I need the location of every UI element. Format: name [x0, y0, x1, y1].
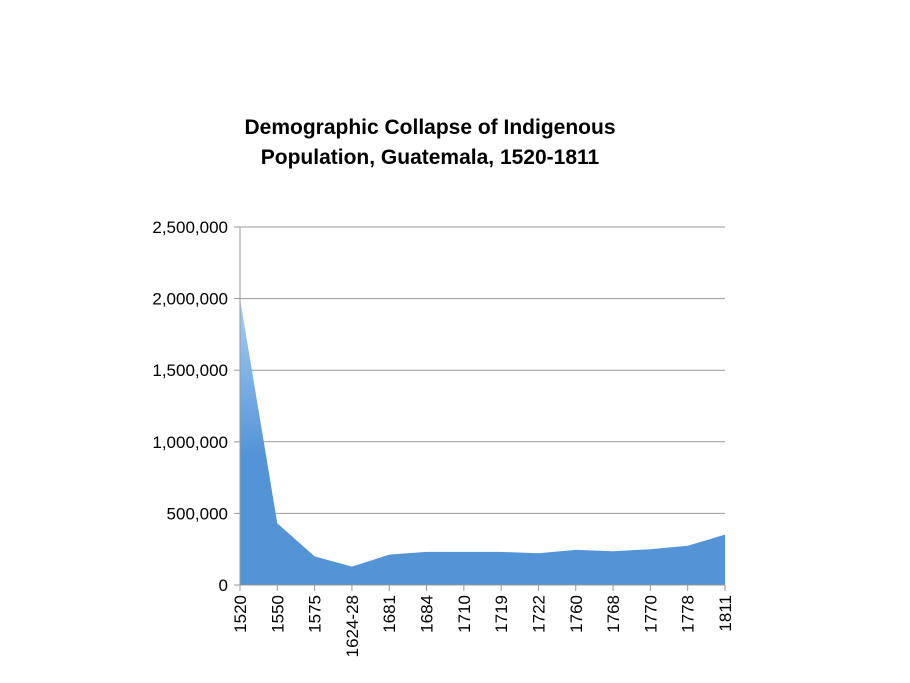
- x-tick-label: 1624-28: [343, 595, 362, 657]
- x-tick-label: 1710: [455, 595, 474, 633]
- x-tick-label: 1722: [529, 595, 548, 633]
- y-tick-label: 500,000: [167, 504, 228, 523]
- area-series: [240, 298, 725, 585]
- x-tick-label: 1768: [604, 595, 623, 633]
- x-tick-label: 1811: [716, 595, 735, 632]
- x-tick-label: 1778: [679, 595, 698, 633]
- x-tick-label: 1719: [492, 595, 511, 633]
- y-tick-label: 1,500,000: [152, 361, 228, 380]
- x-tick-label: 1681: [380, 595, 399, 633]
- x-tick-label: 1550: [268, 595, 287, 633]
- chart-title-line-2: Population, Guatemala, 1520-1811: [260, 146, 600, 169]
- chart-title: Demographic Collapse of Indigenous Popul…: [180, 113, 680, 173]
- x-tick-label: 1520: [231, 595, 250, 633]
- x-tick-label: 1684: [418, 595, 437, 633]
- y-tick-label: 1,000,000: [152, 433, 228, 452]
- y-tick-label: 2,000,000: [152, 290, 228, 309]
- x-tick-label: 1760: [567, 595, 586, 633]
- x-tick-label: 1770: [641, 595, 660, 633]
- chart-title-line-1: Demographic Collapse of Indigenous: [244, 116, 616, 139]
- y-tick-label: 0: [219, 576, 228, 595]
- x-tick-label: 1575: [306, 595, 325, 633]
- y-tick-label: 2,500,000: [152, 218, 228, 237]
